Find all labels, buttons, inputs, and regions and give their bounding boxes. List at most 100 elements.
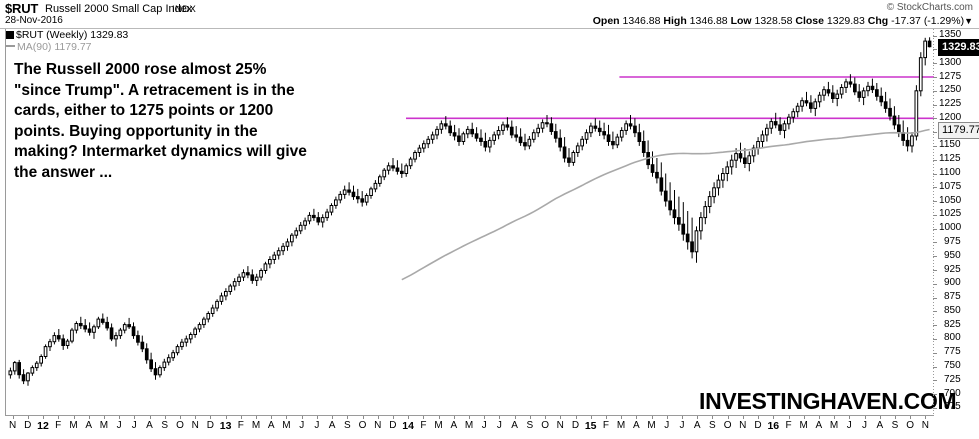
price-tick-label: 1100 xyxy=(939,167,961,178)
year-label: 16 xyxy=(767,420,780,432)
date-tick-mark xyxy=(301,416,303,419)
month-label: M xyxy=(647,420,656,431)
price-tick-label: 900 xyxy=(944,277,961,289)
legend-ma-label: MA(90) 1179.77 xyxy=(17,40,92,53)
date-tick-mark xyxy=(149,416,151,419)
date-tick-mark xyxy=(271,416,273,419)
ma-90-line xyxy=(401,128,930,281)
header-divider xyxy=(0,28,979,29)
price-axis: 675 700 725 750 775 800 825 850 875 900 925 950 975 1… xyxy=(933,29,979,415)
month-label: N xyxy=(8,420,17,431)
price-tick-label: 1300 xyxy=(939,56,962,68)
date-tick-mark xyxy=(666,416,668,419)
date-tick-mark xyxy=(560,416,562,419)
date-tick-mark xyxy=(742,416,744,419)
price-tick-mark xyxy=(933,49,937,51)
price-tick-mark xyxy=(933,90,937,92)
month-label: A xyxy=(328,420,336,431)
ma-line-swatch-icon xyxy=(6,44,15,47)
change-label: Chg xyxy=(867,15,889,27)
date-tick-mark xyxy=(849,416,851,419)
date-tick-mark xyxy=(514,416,516,419)
date-tick-mark xyxy=(864,416,866,419)
date-tick-mark xyxy=(347,416,349,419)
price-tick-mark xyxy=(933,407,937,409)
year-label: 14 xyxy=(402,420,414,432)
legend-price-label: $RUT (Weekly) 1329.83 xyxy=(16,29,129,41)
legend-price-row: $RUT (Weekly) 1329.83 xyxy=(6,29,129,42)
price-tick-mark xyxy=(933,325,937,327)
date-tick-mark xyxy=(103,416,105,419)
date-tick-mark xyxy=(225,416,227,419)
month-label: O xyxy=(541,420,549,431)
date-tick-mark xyxy=(180,416,181,419)
date-tick-mark xyxy=(164,416,166,419)
month-label: N xyxy=(191,420,199,431)
month-label: O xyxy=(176,420,184,431)
price-tick-mark xyxy=(933,214,937,216)
year-label: 13 xyxy=(219,420,232,432)
chart-header: $RUT Russell 2000 Small Cap Index INDX 2… xyxy=(0,0,979,29)
month-label: N xyxy=(921,420,930,431)
month-label: M xyxy=(616,420,626,431)
price-tick-mark xyxy=(933,297,937,299)
date-tick-mark xyxy=(697,416,699,419)
price-tick-label: 1150 xyxy=(939,139,961,151)
index-name: Russell 2000 Small Cap Index xyxy=(45,3,193,15)
price-tick-mark xyxy=(933,159,937,161)
month-label: F xyxy=(420,420,427,431)
close-label: Close xyxy=(795,15,824,27)
date-tick-mark xyxy=(438,416,440,419)
month-label: J xyxy=(664,420,670,431)
month-label: S xyxy=(709,420,716,431)
month-label: N xyxy=(374,420,382,431)
date-tick-mark xyxy=(316,416,318,419)
month-label: D xyxy=(24,420,32,431)
month-label: J xyxy=(496,420,502,431)
month-label: F xyxy=(785,420,792,431)
price-tick-label: 775 xyxy=(944,346,961,358)
month-label: A xyxy=(632,420,640,431)
month-label: N xyxy=(556,420,564,431)
price-tick-mark xyxy=(933,242,937,244)
high-label: High xyxy=(663,15,687,27)
month-label: F xyxy=(602,420,609,431)
date-tick-mark xyxy=(469,416,470,419)
investinghaven-watermark: INVESTINGHAVEN.COM xyxy=(699,388,957,414)
price-tick-label: 700 xyxy=(944,387,961,399)
price-tick-label: 1125 xyxy=(939,153,961,165)
month-label: J xyxy=(846,420,852,431)
year-label: 15 xyxy=(584,420,597,432)
security-type: INDX xyxy=(172,4,197,15)
date-tick-mark xyxy=(27,416,29,419)
price-tick-label: 975 xyxy=(944,235,961,247)
price-tick-label: 1200 xyxy=(939,111,962,123)
price-tick-mark xyxy=(933,132,937,134)
date-tick-mark xyxy=(758,416,759,419)
month-label: D xyxy=(206,420,215,431)
price-tick-label: 1250 xyxy=(939,84,962,96)
month-label: J xyxy=(481,420,487,431)
date-tick-mark xyxy=(484,416,486,419)
month-label: M xyxy=(99,420,109,431)
date-tick-mark xyxy=(590,416,592,419)
date-tick-mark xyxy=(605,416,607,419)
price-tick-mark xyxy=(933,256,937,258)
month-label: M xyxy=(69,420,78,431)
month-label: A xyxy=(815,420,823,431)
price-tick-mark xyxy=(933,118,937,120)
chevron-down-icon[interactable]: ▼ xyxy=(964,16,973,26)
ohlc-quote-bar: Open 1346.88 High 1346.88 Low 1328.58 Cl… xyxy=(593,15,973,27)
month-label: J xyxy=(314,420,320,431)
month-label: S xyxy=(161,420,169,431)
price-tick-label: 1075 xyxy=(939,180,962,192)
price-tick-label: 825 xyxy=(944,318,961,330)
date-tick-mark xyxy=(545,416,547,419)
month-label: A xyxy=(511,420,518,431)
month-label: S xyxy=(891,420,899,431)
month-label: N xyxy=(739,420,747,431)
candles xyxy=(8,37,932,386)
price-tick-mark xyxy=(933,35,937,37)
price-tick-mark xyxy=(933,173,937,175)
